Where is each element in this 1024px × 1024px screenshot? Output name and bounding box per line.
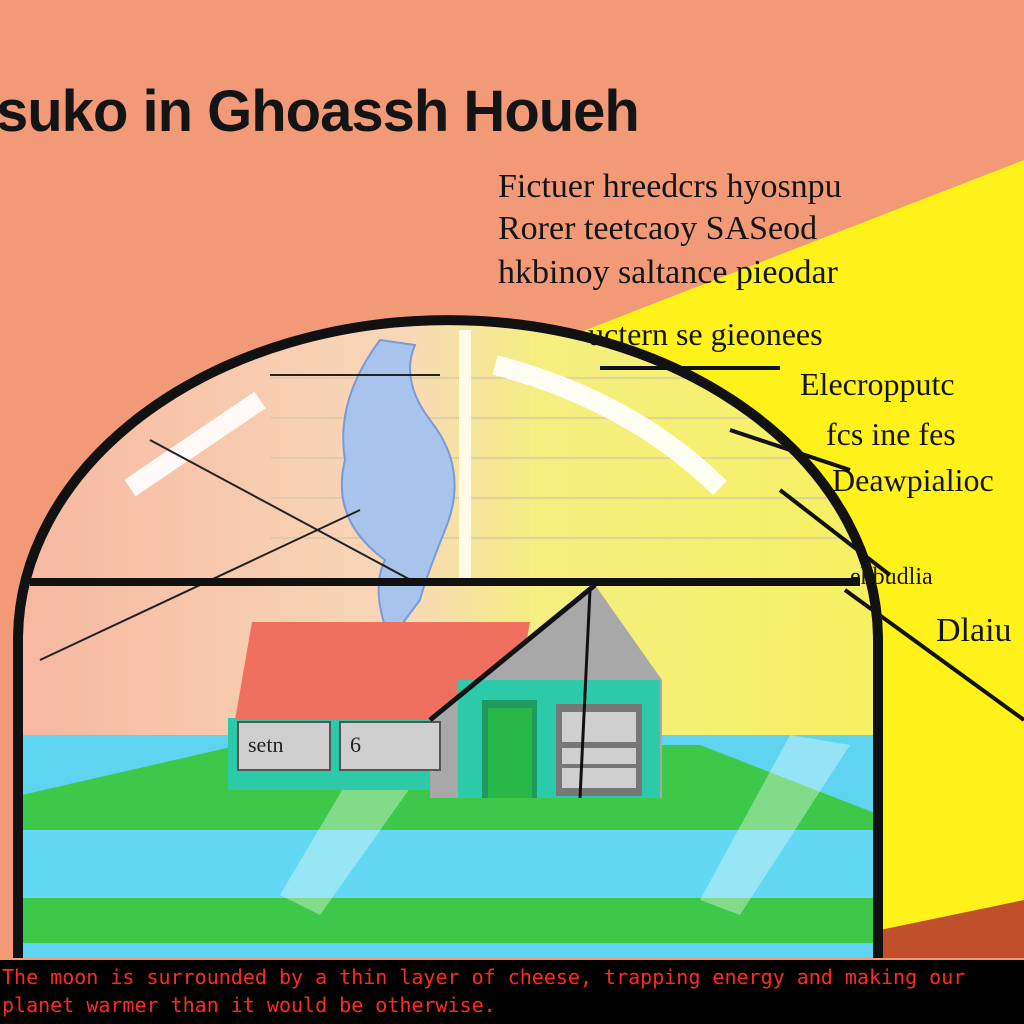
sun-ray-dark-corner (880, 900, 1024, 958)
label-2: Rorer teetcaoy SASeod (498, 210, 818, 247)
house: setn 6 (228, 583, 662, 799)
label-5: Elecropputc (800, 366, 955, 402)
house-sign-right: 6 (350, 732, 361, 757)
label-4: uctern se gieonees (588, 316, 823, 352)
callout-lines (600, 366, 1024, 722)
label-9: Dlaiu (936, 612, 1012, 649)
label-1: Fictuer hreedcrs hyosnpu (498, 168, 842, 205)
label-3: hkbinoy saltance pieodar (498, 254, 838, 291)
caption-text: The moon is surrounded by a thin layer o… (0, 960, 1024, 1024)
label-8: ehbudlia (850, 564, 933, 590)
label-6: fcs ine fes (826, 416, 956, 452)
house-sign-left: setn (248, 732, 283, 757)
page-title: suko in Ghoassh Houeh (0, 79, 640, 144)
label-7: Deawpialioc (832, 462, 994, 498)
grass-strip (18, 898, 878, 943)
dome-outline (13, 315, 883, 958)
